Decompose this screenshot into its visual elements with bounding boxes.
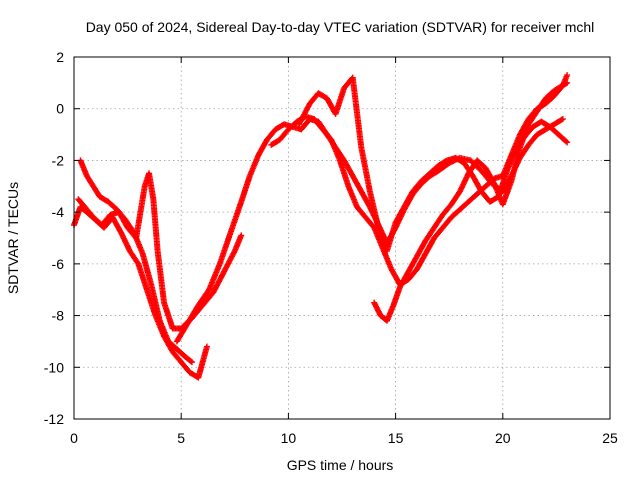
y-tick-label: 0 bbox=[56, 101, 64, 117]
series-track-4 bbox=[173, 116, 566, 345]
x-tick-label: 5 bbox=[177, 430, 185, 446]
x-tick-label: 20 bbox=[495, 430, 511, 446]
y-tick-labels: -12 -10 -8 -6 -4 -2 0 2 bbox=[44, 49, 64, 427]
data-point bbox=[188, 359, 195, 366]
data-point bbox=[559, 116, 566, 123]
series-track-2 bbox=[75, 170, 245, 332]
x-tick-label: 25 bbox=[602, 430, 618, 446]
y-tick-label: -4 bbox=[52, 204, 65, 220]
x-tick-label: 0 bbox=[70, 430, 78, 446]
x-tick-label: 15 bbox=[388, 430, 404, 446]
y-tick-label: -8 bbox=[52, 308, 65, 324]
x-axis-label: GPS time / hours bbox=[287, 457, 394, 473]
y-tick-label: -2 bbox=[52, 152, 65, 168]
plot-frame bbox=[73, 56, 611, 420]
y-tick-label: -10 bbox=[44, 359, 64, 375]
data-point bbox=[564, 72, 571, 79]
y-tick-label: 2 bbox=[56, 49, 64, 65]
data-point bbox=[564, 139, 571, 146]
series-layer bbox=[71, 72, 571, 381]
x-tick-label: 10 bbox=[281, 430, 297, 446]
chart-title: Day 050 of 2024, Sidereal Day-to-day VTE… bbox=[86, 19, 595, 35]
series-track-7 bbox=[371, 79, 571, 324]
y-axis-label: SDTVAR / TECUs bbox=[5, 182, 21, 294]
series-track-3 bbox=[77, 157, 195, 366]
data-point bbox=[563, 138, 570, 145]
data-point bbox=[564, 79, 571, 86]
ticks bbox=[73, 56, 611, 420]
data-point bbox=[187, 358, 194, 365]
data-point bbox=[238, 232, 245, 239]
data-point bbox=[203, 343, 210, 350]
y-tick-label: -6 bbox=[52, 256, 65, 272]
x-tick-labels: 0 5 10 15 20 25 bbox=[70, 430, 618, 446]
series-track-5 bbox=[268, 72, 571, 288]
data-point bbox=[558, 116, 565, 123]
y-tick-label: -12 bbox=[44, 411, 64, 427]
